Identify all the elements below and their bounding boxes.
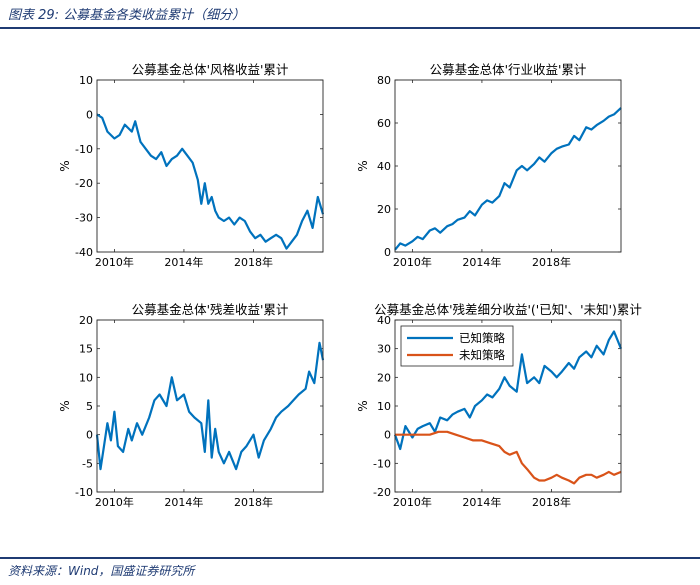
plot-frame (394, 79, 622, 253)
legend-label: 未知策略 (459, 348, 505, 362)
y-axis-label: % (58, 160, 72, 171)
y-tick-label: 20 (79, 314, 93, 327)
chart-title: 公募基金总体'残差收益'累计 (132, 302, 289, 317)
plot-frame (394, 319, 622, 493)
y-tick-label: 30 (377, 343, 391, 356)
header-rule (0, 27, 700, 29)
y-tick-label: -30 (75, 212, 93, 225)
chart-3: 公募基金总体'残差收益'累计 -10 -5 0 5 10 15 20 2010年 2014年 201… (58, 302, 325, 509)
chart-title: 公募基金总体'行业收益'累计 (430, 62, 587, 77)
y-tick-label: 5 (86, 400, 93, 413)
chart-1: 公募基金总体'风格收益'累计 -40 -30 -20 -10 0 10 2010年 2014年 2… (58, 62, 325, 269)
y-axis-label: % (356, 400, 370, 411)
x-tick-label: 2018年 (532, 255, 571, 269)
y-tick-label: 15 (79, 343, 93, 356)
x-tick-label: 2014年 (164, 255, 203, 269)
x-tick-label: 2010年 (393, 495, 432, 509)
y-tick-label: 0 (384, 429, 391, 442)
x-tick-label: 2014年 (462, 255, 501, 269)
y-tick-label: 0 (86, 108, 93, 121)
legend-label: 已知策略 (459, 331, 505, 345)
y-tick-label: 40 (377, 314, 391, 327)
y-tick-label: 60 (377, 117, 391, 130)
y-tick-label: -20 (75, 177, 93, 190)
y-tick-label: 10 (79, 371, 93, 384)
y-tick-label: -40 (75, 246, 93, 259)
source-note: 资料来源：Wind，国盛证券研究所 (8, 564, 195, 578)
y-tick-label: -10 (75, 486, 93, 499)
x-tick-label: 2018年 (532, 495, 571, 509)
x-tick-label: 2018年 (234, 495, 273, 509)
x-tick-label: 2018年 (234, 255, 273, 269)
footer-rule (0, 557, 700, 559)
chart-title: 公募基金总体'残差细分收益'('已知'、'未知')累计 (374, 302, 642, 317)
chart-title: 公募基金总体'风格收益'累计 (132, 62, 289, 77)
y-tick-label: -5 (82, 457, 93, 470)
series-line-1 (95, 341, 325, 471)
y-tick-label: -10 (75, 143, 93, 156)
x-tick-label: 2010年 (393, 255, 432, 269)
y-tick-label: 20 (377, 371, 391, 384)
charts-canvas: 公募基金总体'风格收益'累计 -40 -30 -20 -10 0 10 2010年 2014年 2… (58, 62, 642, 509)
plot-frame (96, 319, 324, 493)
y-tick-label: 0 (86, 429, 93, 442)
y-axis-label: % (58, 400, 72, 411)
y-axis-label: % (356, 160, 370, 171)
series-line-2 (395, 430, 622, 485)
plot-frame (96, 79, 324, 253)
figure-title: 图表 29: 公募基金各类收益累计（细分） (8, 8, 246, 23)
chart-4: 公募基金总体'残差细分收益'('已知'、'未知')累计 -20 -10 0 10 20 30… (356, 302, 642, 509)
x-tick-label: 2014年 (462, 495, 501, 509)
y-tick-label: 20 (377, 203, 391, 216)
x-tick-label: 2014年 (164, 495, 203, 509)
legend-box (400, 325, 514, 367)
y-tick-label: 10 (79, 74, 93, 87)
x-tick-label: 2010年 (95, 255, 134, 269)
chart-2: 公募基金总体'行业收益'累计 0 20 40 60 80 2010年 2014年 2018年% (356, 62, 622, 269)
series-line-1 (394, 107, 622, 251)
y-tick-label: -20 (373, 486, 391, 499)
series-line-1 (96, 113, 325, 250)
y-tick-label: 40 (377, 160, 391, 173)
series-line-1 (393, 330, 623, 451)
y-tick-label: 10 (377, 400, 391, 413)
x-tick-label: 2010年 (95, 495, 134, 509)
y-tick-label: -10 (373, 457, 391, 470)
y-tick-label: 80 (377, 74, 391, 87)
y-tick-label: 0 (384, 246, 391, 259)
